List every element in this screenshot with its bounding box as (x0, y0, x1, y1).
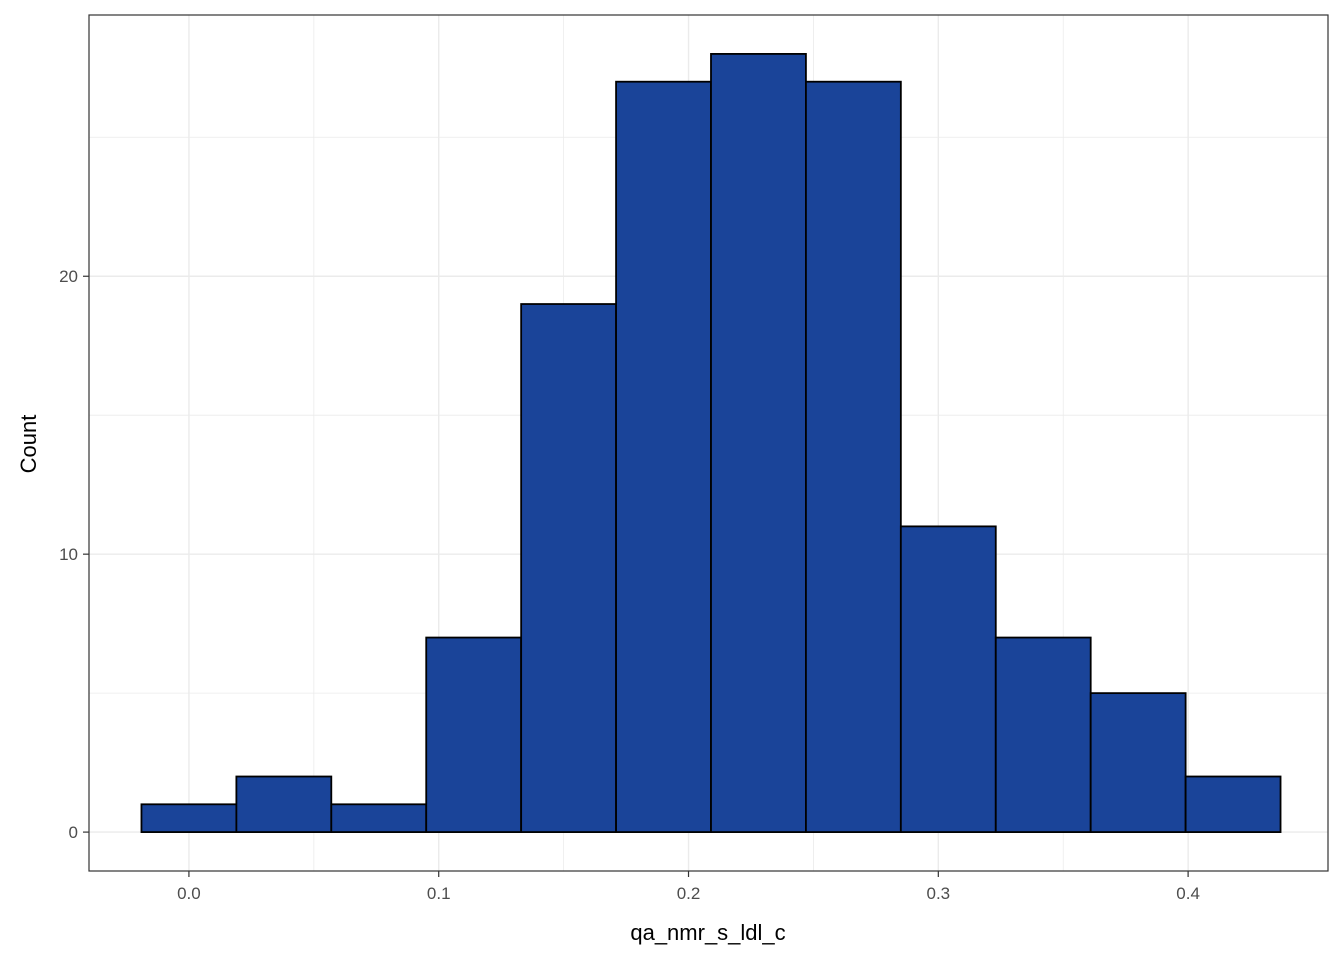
x-tick-label-1: 0.1 (427, 884, 451, 903)
y-tick-label-2: 20 (59, 267, 78, 286)
histogram-bar-5 (615, 80, 712, 833)
x-tick-label-4: 0.4 (1176, 884, 1200, 903)
histogram-bar-9 (994, 636, 1092, 833)
x-tick-label-3: 0.3 (926, 884, 950, 903)
y-tick-label-1: 10 (59, 545, 78, 564)
histogram-bar-1 (235, 775, 333, 833)
y-axis-title: Count (16, 415, 41, 474)
x-tick-label-0: 0.0 (177, 884, 201, 903)
histogram-bar-3 (425, 636, 523, 833)
axis-ticks-layer (83, 275, 1189, 877)
panel-border (88, 14, 1329, 872)
histogram-bar-7 (805, 80, 902, 833)
x-axis-title: qa_nmr_s_ldl_c (630, 920, 785, 945)
bars-layer (140, 53, 1282, 833)
histogram-bar-11 (1184, 775, 1282, 833)
histogram-bar-10 (1089, 692, 1187, 833)
tick-labels-layer: 0.0 0.1 0.2 0.3 0.4 0 10 20 (59, 267, 1200, 903)
histogram-bar-4 (520, 303, 617, 833)
y-tick-label-0: 0 (69, 823, 78, 842)
histogram-bar-0 (140, 803, 238, 833)
histogram-bar-8 (899, 525, 997, 833)
x-tick-label-2: 0.2 (677, 884, 701, 903)
histogram-bar-6 (710, 53, 807, 833)
histogram-bar-2 (330, 803, 428, 833)
